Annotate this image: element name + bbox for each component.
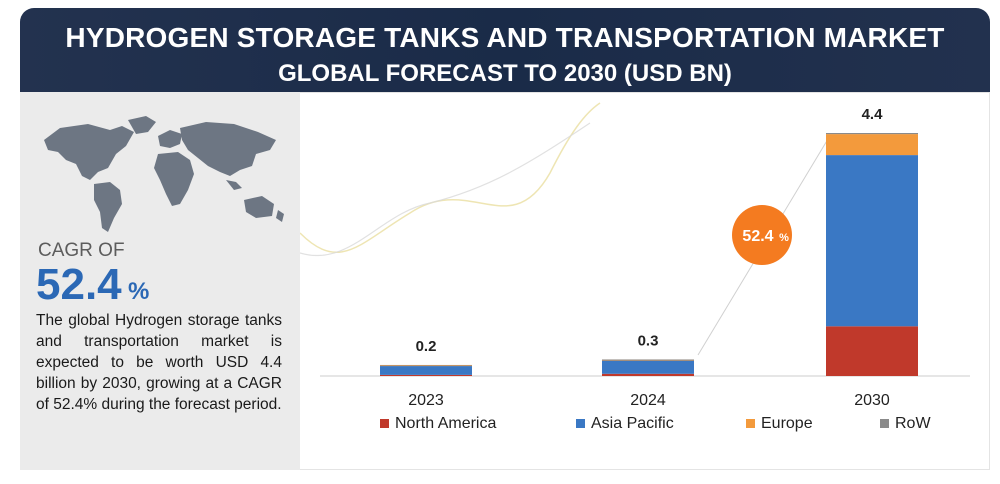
chart-header: HYDROGEN STORAGE TANKS AND TRANSPORTATIO… [20, 8, 990, 92]
title-line-2: GLOBAL FORECAST TO 2030 (USD BN) [278, 60, 732, 87]
cagr-percent-symbol: % [128, 278, 150, 305]
info-panel: CAGR OF 52.4 % The global Hydrogen stora… [20, 92, 300, 470]
legend-swatch-row [880, 419, 889, 428]
bar-2030-row [826, 133, 918, 135]
total-label-2023: 0.2 [416, 338, 437, 355]
bar-2023-row [380, 364, 472, 366]
legend-swatch-north-america [380, 419, 389, 428]
cagr-badge-value: 52.4 [742, 228, 773, 245]
bar-2024-row [602, 359, 694, 360]
bar-2023-europe [380, 365, 472, 367]
decorative-swirl-2 [299, 122, 591, 256]
x-tick-2030: 2030 [854, 392, 890, 409]
bar-2024-north-america [602, 373, 694, 376]
total-label-2024: 0.3 [638, 332, 659, 349]
legend-label-asia-pacific: Asia Pacific [591, 415, 674, 432]
cagr-label: CAGR OF [38, 240, 125, 261]
chart-area: 0.2 2023 0.3 2024 4.4 2030 52.4 % North Ameri… [299, 92, 990, 470]
legend-label-north-america: North America [395, 415, 496, 432]
bar-2023-asia-pacific [380, 366, 472, 375]
bar-2023-north-america [380, 374, 472, 376]
x-tick-2024: 2024 [630, 392, 666, 409]
total-label-2030: 4.4 [862, 106, 884, 123]
stacked-bar-chart: 0.2 2023 0.3 2024 4.4 2030 52.4 % North Ameri… [299, 102, 970, 432]
legend-label-europe: Europe [761, 415, 813, 432]
bar-2030-asia-pacific [826, 155, 918, 327]
cagr-badge: 52.4 % [732, 205, 792, 265]
cagr-value: 52.4 [36, 260, 122, 309]
bar-2024-asia-pacific [602, 360, 694, 374]
legend-swatch-asia-pacific [576, 419, 585, 428]
bar-2030-europe [826, 134, 918, 156]
bar-2030-north-america [826, 326, 918, 376]
world-map-icon [44, 116, 284, 232]
bar-2024-europe [602, 359, 694, 361]
legend-swatch-europe [746, 419, 755, 428]
market-description: The global Hydrogen storage tanks and tr… [36, 312, 282, 413]
legend-label-row: RoW [895, 415, 931, 432]
cagr-badge-symbol: % [779, 232, 789, 244]
title-line-1: HYDROGEN STORAGE TANKS AND TRANSPORTATIO… [65, 22, 945, 53]
decorative-swirl [299, 102, 601, 253]
x-tick-2023: 2023 [408, 392, 444, 409]
